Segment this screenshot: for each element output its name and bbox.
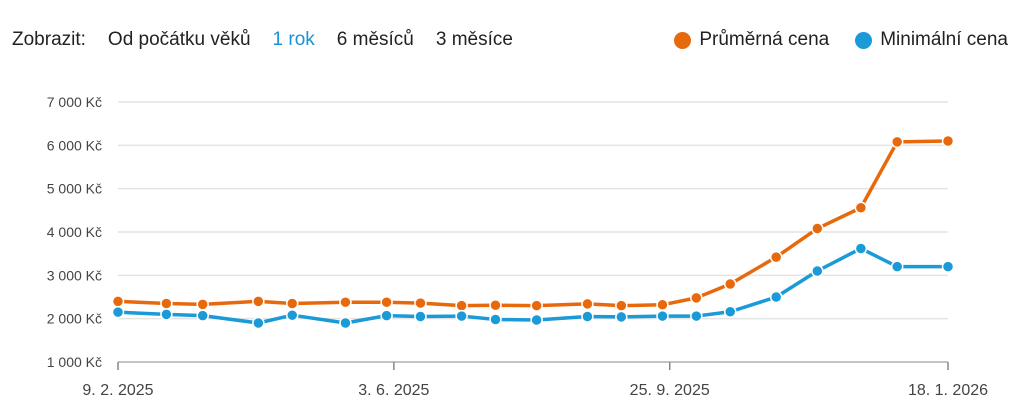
minimum-price-data-point (160, 308, 173, 321)
average-price-data-point (723, 277, 737, 291)
legend-label-average-price: Průměrná cena (699, 29, 830, 50)
minimum-price-data-point (615, 310, 628, 324)
average-price-data-point (489, 298, 502, 312)
minimum-price-data-point (455, 309, 468, 323)
range-3-months-button[interactable]: 3 měsíce (435, 29, 513, 50)
range-all-time-button[interactable]: Od počátku věků (107, 29, 251, 50)
legend-item-average-price[interactable]: Průměrná cena (674, 29, 829, 51)
minimum-price-data-point (339, 316, 352, 330)
minimum-price-data-point (489, 313, 502, 326)
average-price-data-point (811, 222, 824, 235)
average-price-data-point (196, 298, 209, 311)
average-price-data-point (285, 297, 299, 310)
minimum-price-data-point (656, 309, 669, 323)
average-price-data-point (160, 297, 173, 310)
minimum-price-data-point (854, 242, 868, 255)
minimum-price-data-point (941, 260, 955, 273)
chart-legend: Průměrná cena Minimální cena (648, 26, 1008, 54)
average-price-dot-icon (674, 31, 692, 49)
minimum-price-data-point (811, 264, 824, 278)
minimum-price-data-point (252, 316, 265, 330)
y-tick-label: 1 000 Kč (47, 354, 102, 370)
average-price-data-point (890, 135, 904, 149)
legend-label-minimum-price: Minimální cena (880, 29, 1008, 50)
range-1-year-button[interactable]: 1 rok (272, 29, 315, 50)
average-price-data-point (530, 299, 543, 312)
average-price-data-point (690, 291, 703, 305)
minimum-price-data-point (723, 305, 737, 318)
x-tick-label: 3. 6. 2025 (358, 382, 429, 399)
minimum-price-data-point (196, 309, 209, 322)
x-tick-label: 18. 1. 2026 (908, 382, 988, 399)
x-tick-label: 9. 2. 2025 (82, 382, 153, 399)
range-6-months-button[interactable]: 6 měsíců (336, 29, 414, 50)
minimum-price-data-point (111, 305, 125, 319)
minimum-price-data-point (690, 309, 703, 323)
minimum-price-series-line (116, 246, 950, 325)
range-selector: Zobrazit: Od počátku věků 1 rok 6 měsíců… (12, 26, 535, 54)
y-tick-label: 7 000 Kč (47, 94, 102, 110)
average-price-data-point (111, 295, 125, 308)
average-price-data-point (339, 295, 352, 309)
minimum-price-data-point (530, 313, 543, 327)
average-price-data-point (455, 299, 468, 312)
average-price-data-point (581, 297, 594, 311)
average-price-data-point (615, 299, 628, 312)
average-price-data-point (769, 250, 783, 264)
average-price-data-point (854, 201, 868, 214)
minimum-price-data-point (769, 290, 783, 304)
x-tick-label: 25. 9. 2025 (630, 382, 710, 399)
minimum-price-data-point (581, 310, 594, 323)
minimum-price-data-point (285, 308, 299, 322)
average-price-data-point (656, 298, 669, 312)
minimum-price-dot-icon (855, 31, 873, 49)
y-tick-label: 4 000 Kč (47, 224, 102, 240)
average-price-data-point (414, 296, 427, 310)
y-tick-label: 6 000 Kč (47, 137, 102, 153)
average-price-data-point (252, 295, 265, 308)
minimum-price-data-point (414, 310, 427, 323)
y-tick-label: 5 000 Kč (47, 181, 102, 197)
show-label: Zobrazit: (12, 29, 86, 50)
average-price-data-point (380, 295, 393, 309)
legend-item-minimum-price[interactable]: Minimální cena (855, 29, 1008, 51)
average-price-series-line (116, 139, 950, 308)
y-tick-label: 3 000 Kč (47, 267, 102, 283)
minimum-price-data-point (380, 309, 393, 322)
y-tick-label: 2 000 Kč (47, 311, 102, 327)
average-price-data-point (941, 134, 955, 148)
minimum-price-data-point (890, 260, 904, 273)
